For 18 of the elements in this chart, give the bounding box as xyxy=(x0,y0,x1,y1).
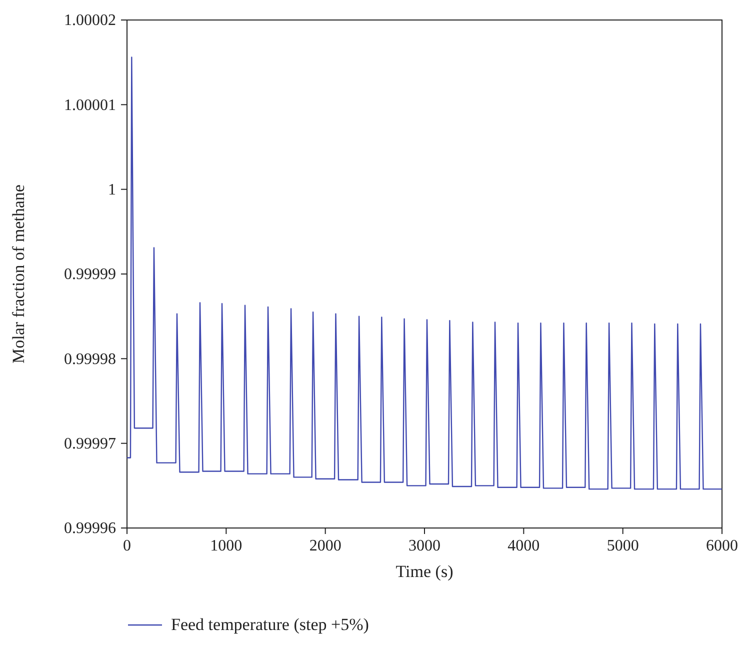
y-tick-label: 1.00002 xyxy=(64,12,116,30)
x-tick-label: 6000 xyxy=(706,537,738,554)
legend-label: Feed temperature (step +5%) xyxy=(171,615,369,634)
y-tick-label: 0.99996 xyxy=(64,520,116,538)
y-tick-label: 0.99997 xyxy=(64,435,116,452)
x-tick-label: 2000 xyxy=(309,537,342,554)
x-tick-label: 4000 xyxy=(508,537,540,554)
y-tick-label: 0.99998 xyxy=(64,350,116,368)
y-tick-label: 1.00001 xyxy=(64,96,116,114)
y-tick-label: 1 xyxy=(108,181,116,198)
x-tick-label: 3000 xyxy=(408,537,440,554)
x-tick-label: 5000 xyxy=(606,537,639,554)
y-tick-label: 0.99999 xyxy=(64,266,116,284)
line-series xyxy=(126,56,723,490)
x-tick-label: 1000 xyxy=(210,537,242,554)
y-axis-title: Molar fraction of methane xyxy=(9,184,28,364)
x-tick-label: 0 xyxy=(123,537,131,554)
x-axis-title: Time (s) xyxy=(396,562,454,581)
